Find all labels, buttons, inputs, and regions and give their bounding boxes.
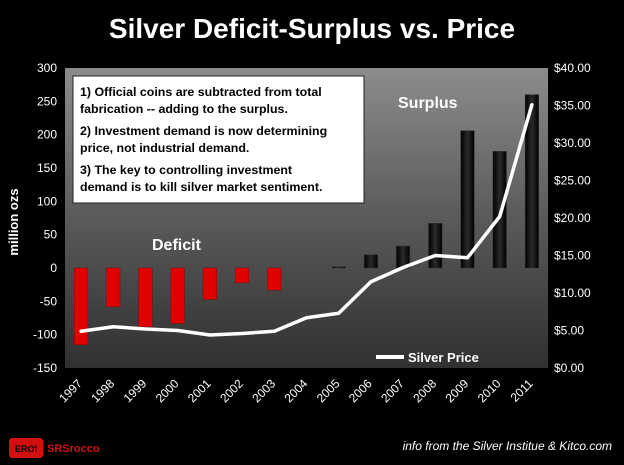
x-tick-label: 1999 bbox=[121, 376, 150, 405]
y2-tick-label: $10.00 bbox=[554, 286, 591, 300]
x-tick-label: 2005 bbox=[314, 376, 343, 405]
y2-tick-label: $35.00 bbox=[554, 99, 591, 113]
y-axis-label: million ozs bbox=[6, 188, 21, 255]
y-axis-ticks: 300 250 200 150 100 50 0 -50 -100 -150 bbox=[33, 61, 57, 375]
bar-2008 bbox=[428, 223, 443, 269]
y2-tick-label: $15.00 bbox=[554, 249, 591, 263]
y2-tick-label: $30.00 bbox=[554, 136, 591, 150]
note-line-6: demand is to kill silver market sentimen… bbox=[80, 180, 322, 194]
x-tick-label: 2001 bbox=[185, 376, 214, 405]
bar-1998 bbox=[106, 267, 121, 307]
y2-tick-label: $5.00 bbox=[554, 324, 584, 338]
silver-price-line bbox=[79, 103, 534, 337]
note-line-1: 1) Official coins are subtracted from to… bbox=[80, 85, 322, 99]
y-tick-label: 0 bbox=[50, 261, 57, 275]
x-tick-label: 2000 bbox=[153, 376, 182, 405]
surplus-label: Surplus bbox=[398, 95, 458, 112]
y-tick-label: -150 bbox=[33, 361, 57, 375]
y-tick-label: 300 bbox=[37, 61, 57, 75]
bar-2003 bbox=[267, 267, 282, 291]
x-tick-label: 2011 bbox=[508, 376, 536, 404]
source-note: info from the Silver Institue & Kitco.co… bbox=[403, 439, 612, 453]
note-line-2: fabrication -- adding to the surplus. bbox=[80, 102, 288, 116]
legend-label: Silver Price bbox=[408, 350, 479, 365]
bar-2002 bbox=[235, 267, 250, 283]
y-tick-label: -50 bbox=[40, 294, 58, 308]
y-tick-label: 100 bbox=[37, 194, 57, 208]
note-box: 1) Official coins are subtracted from to… bbox=[72, 75, 365, 204]
x-tick-label: 1998 bbox=[88, 376, 117, 405]
x-tick-label: 2009 bbox=[443, 376, 472, 405]
y2-tick-label: $20.00 bbox=[554, 211, 591, 225]
y2-tick-label: $40.00 bbox=[554, 61, 591, 75]
note-line-3: 2) Investment demand is now determining bbox=[80, 124, 327, 138]
brand-badge bbox=[9, 438, 43, 458]
note-box-background bbox=[72, 75, 365, 204]
bar-2010 bbox=[492, 151, 507, 269]
y2-tick-label: $0.00 bbox=[554, 361, 584, 375]
bar-2011 bbox=[524, 94, 539, 269]
brand-badge-text: EROI bbox=[15, 444, 37, 454]
brand-logo: EROI SRSrocco bbox=[9, 438, 100, 458]
y2-tick-label: $25.00 bbox=[554, 174, 591, 188]
y-tick-label: 50 bbox=[44, 228, 58, 242]
price-line-series bbox=[79, 103, 534, 337]
bar-2000 bbox=[170, 267, 185, 324]
deficit-label: Deficit bbox=[152, 237, 202, 254]
x-tick-label: 2004 bbox=[282, 376, 311, 405]
bar-2006 bbox=[363, 254, 378, 269]
x-tick-label: 2006 bbox=[346, 376, 375, 405]
x-tick-label: 2002 bbox=[217, 376, 246, 405]
x-tick-label: 2008 bbox=[410, 376, 439, 405]
chart-title: Silver Deficit-Surplus vs. Price bbox=[109, 13, 515, 44]
x-tick-label: 1997 bbox=[56, 376, 85, 405]
x-tick-label: 2007 bbox=[378, 376, 407, 405]
x-tick-label: 2010 bbox=[475, 376, 504, 405]
x-axis-ticks: 1997 1998 1999 2000 2001 2002 2003 2004 2005 2006… bbox=[56, 376, 536, 405]
bar-1999 bbox=[138, 267, 153, 327]
y-tick-label: 250 bbox=[37, 94, 57, 108]
bar-series bbox=[74, 94, 539, 345]
note-line-4: price, not industrial demand. bbox=[80, 141, 249, 155]
y-tick-label: 150 bbox=[37, 161, 57, 175]
legend: Silver Price bbox=[376, 350, 479, 365]
bar-2005 bbox=[331, 266, 346, 269]
bar-2009 bbox=[460, 130, 475, 269]
y-tick-label: 200 bbox=[37, 128, 57, 142]
bar-1997 bbox=[74, 267, 89, 345]
bar-2001 bbox=[202, 267, 217, 300]
brand-name: SRSrocco bbox=[47, 443, 100, 455]
note-line-5: 3) The key to controlling investment bbox=[80, 163, 292, 177]
x-tick-label: 2003 bbox=[249, 376, 278, 405]
y-tick-label: -100 bbox=[33, 328, 57, 342]
y2-axis-ticks: $40.00 $35.00 $30.00 $25.00 $20.00 $15.00 $10.… bbox=[554, 61, 591, 375]
